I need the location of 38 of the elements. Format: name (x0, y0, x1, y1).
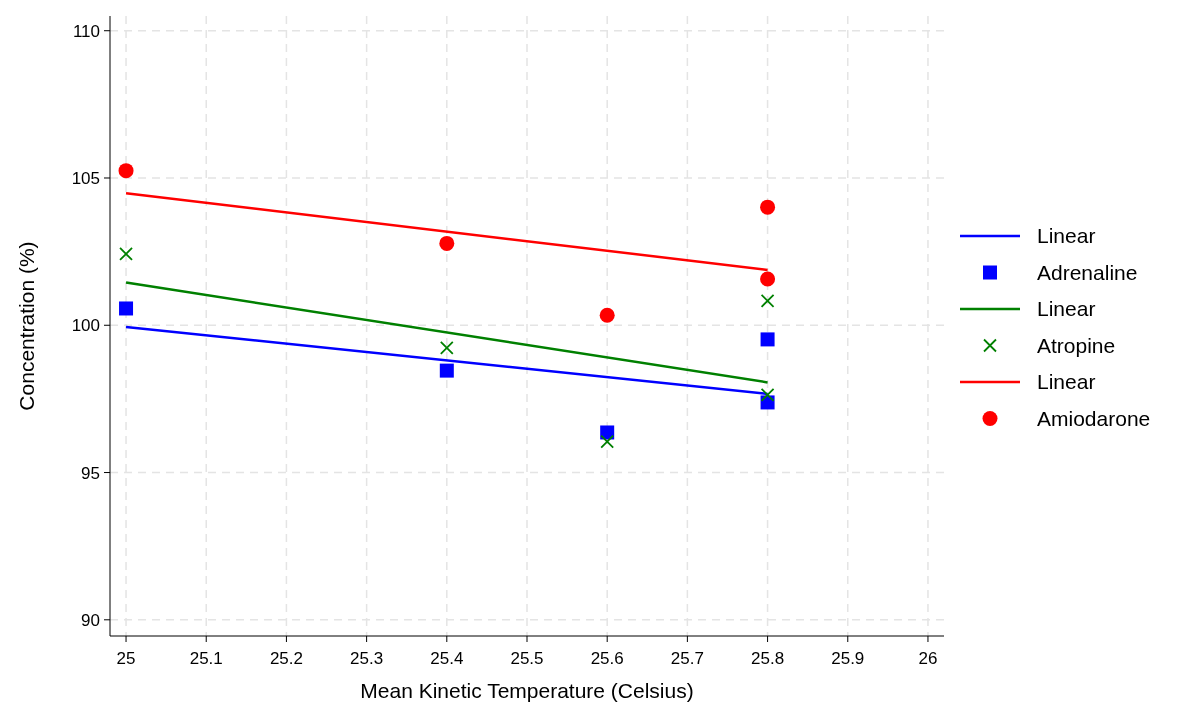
point (119, 247, 133, 261)
point (439, 341, 454, 355)
legend-label: Amiodarone (1037, 406, 1151, 430)
y-tick-label: 105 (71, 169, 100, 188)
point (600, 434, 615, 449)
legend-label: Linear (1037, 224, 1096, 247)
y-tick-label: 100 (71, 316, 100, 336)
point (760, 271, 776, 287)
x-tick-label: 25.2 (269, 649, 303, 668)
x-tick-label: 25.3 (350, 649, 384, 668)
legend-label: Linear (1037, 370, 1096, 393)
x-tick-label: 25.8 (751, 649, 785, 668)
y-tick-label: 110 (72, 21, 100, 41)
point (760, 199, 776, 215)
x-axis-title: Mean Kinetic Temperature (Celsius) (360, 679, 694, 702)
x-tick-label: 25.5 (510, 649, 544, 668)
legend-label: Atropine (1037, 333, 1116, 357)
x-tick-label: 25.6 (590, 649, 624, 668)
x-tick-label: 25.4 (430, 649, 464, 668)
point (600, 425, 615, 440)
x-tick-label: 26 (918, 649, 938, 668)
x-tick-label: 25.1 (189, 649, 223, 668)
point (760, 387, 775, 402)
legend-label: Linear (1037, 297, 1096, 320)
point (760, 332, 775, 347)
point (118, 163, 134, 179)
y-tick-label: 90 (81, 610, 100, 630)
point (119, 301, 134, 316)
y-tick-label: 95 (81, 463, 100, 483)
y-axis-title: Concentration (%) (15, 241, 38, 411)
point (439, 235, 455, 251)
point (760, 293, 775, 308)
x-tick-label: 25.7 (670, 649, 704, 668)
point (439, 363, 454, 378)
point (599, 307, 615, 323)
legend-label: Adrenaline (1037, 260, 1138, 284)
x-tick-label: 25 (116, 649, 136, 668)
x-tick-label: 25.9 (831, 649, 865, 668)
